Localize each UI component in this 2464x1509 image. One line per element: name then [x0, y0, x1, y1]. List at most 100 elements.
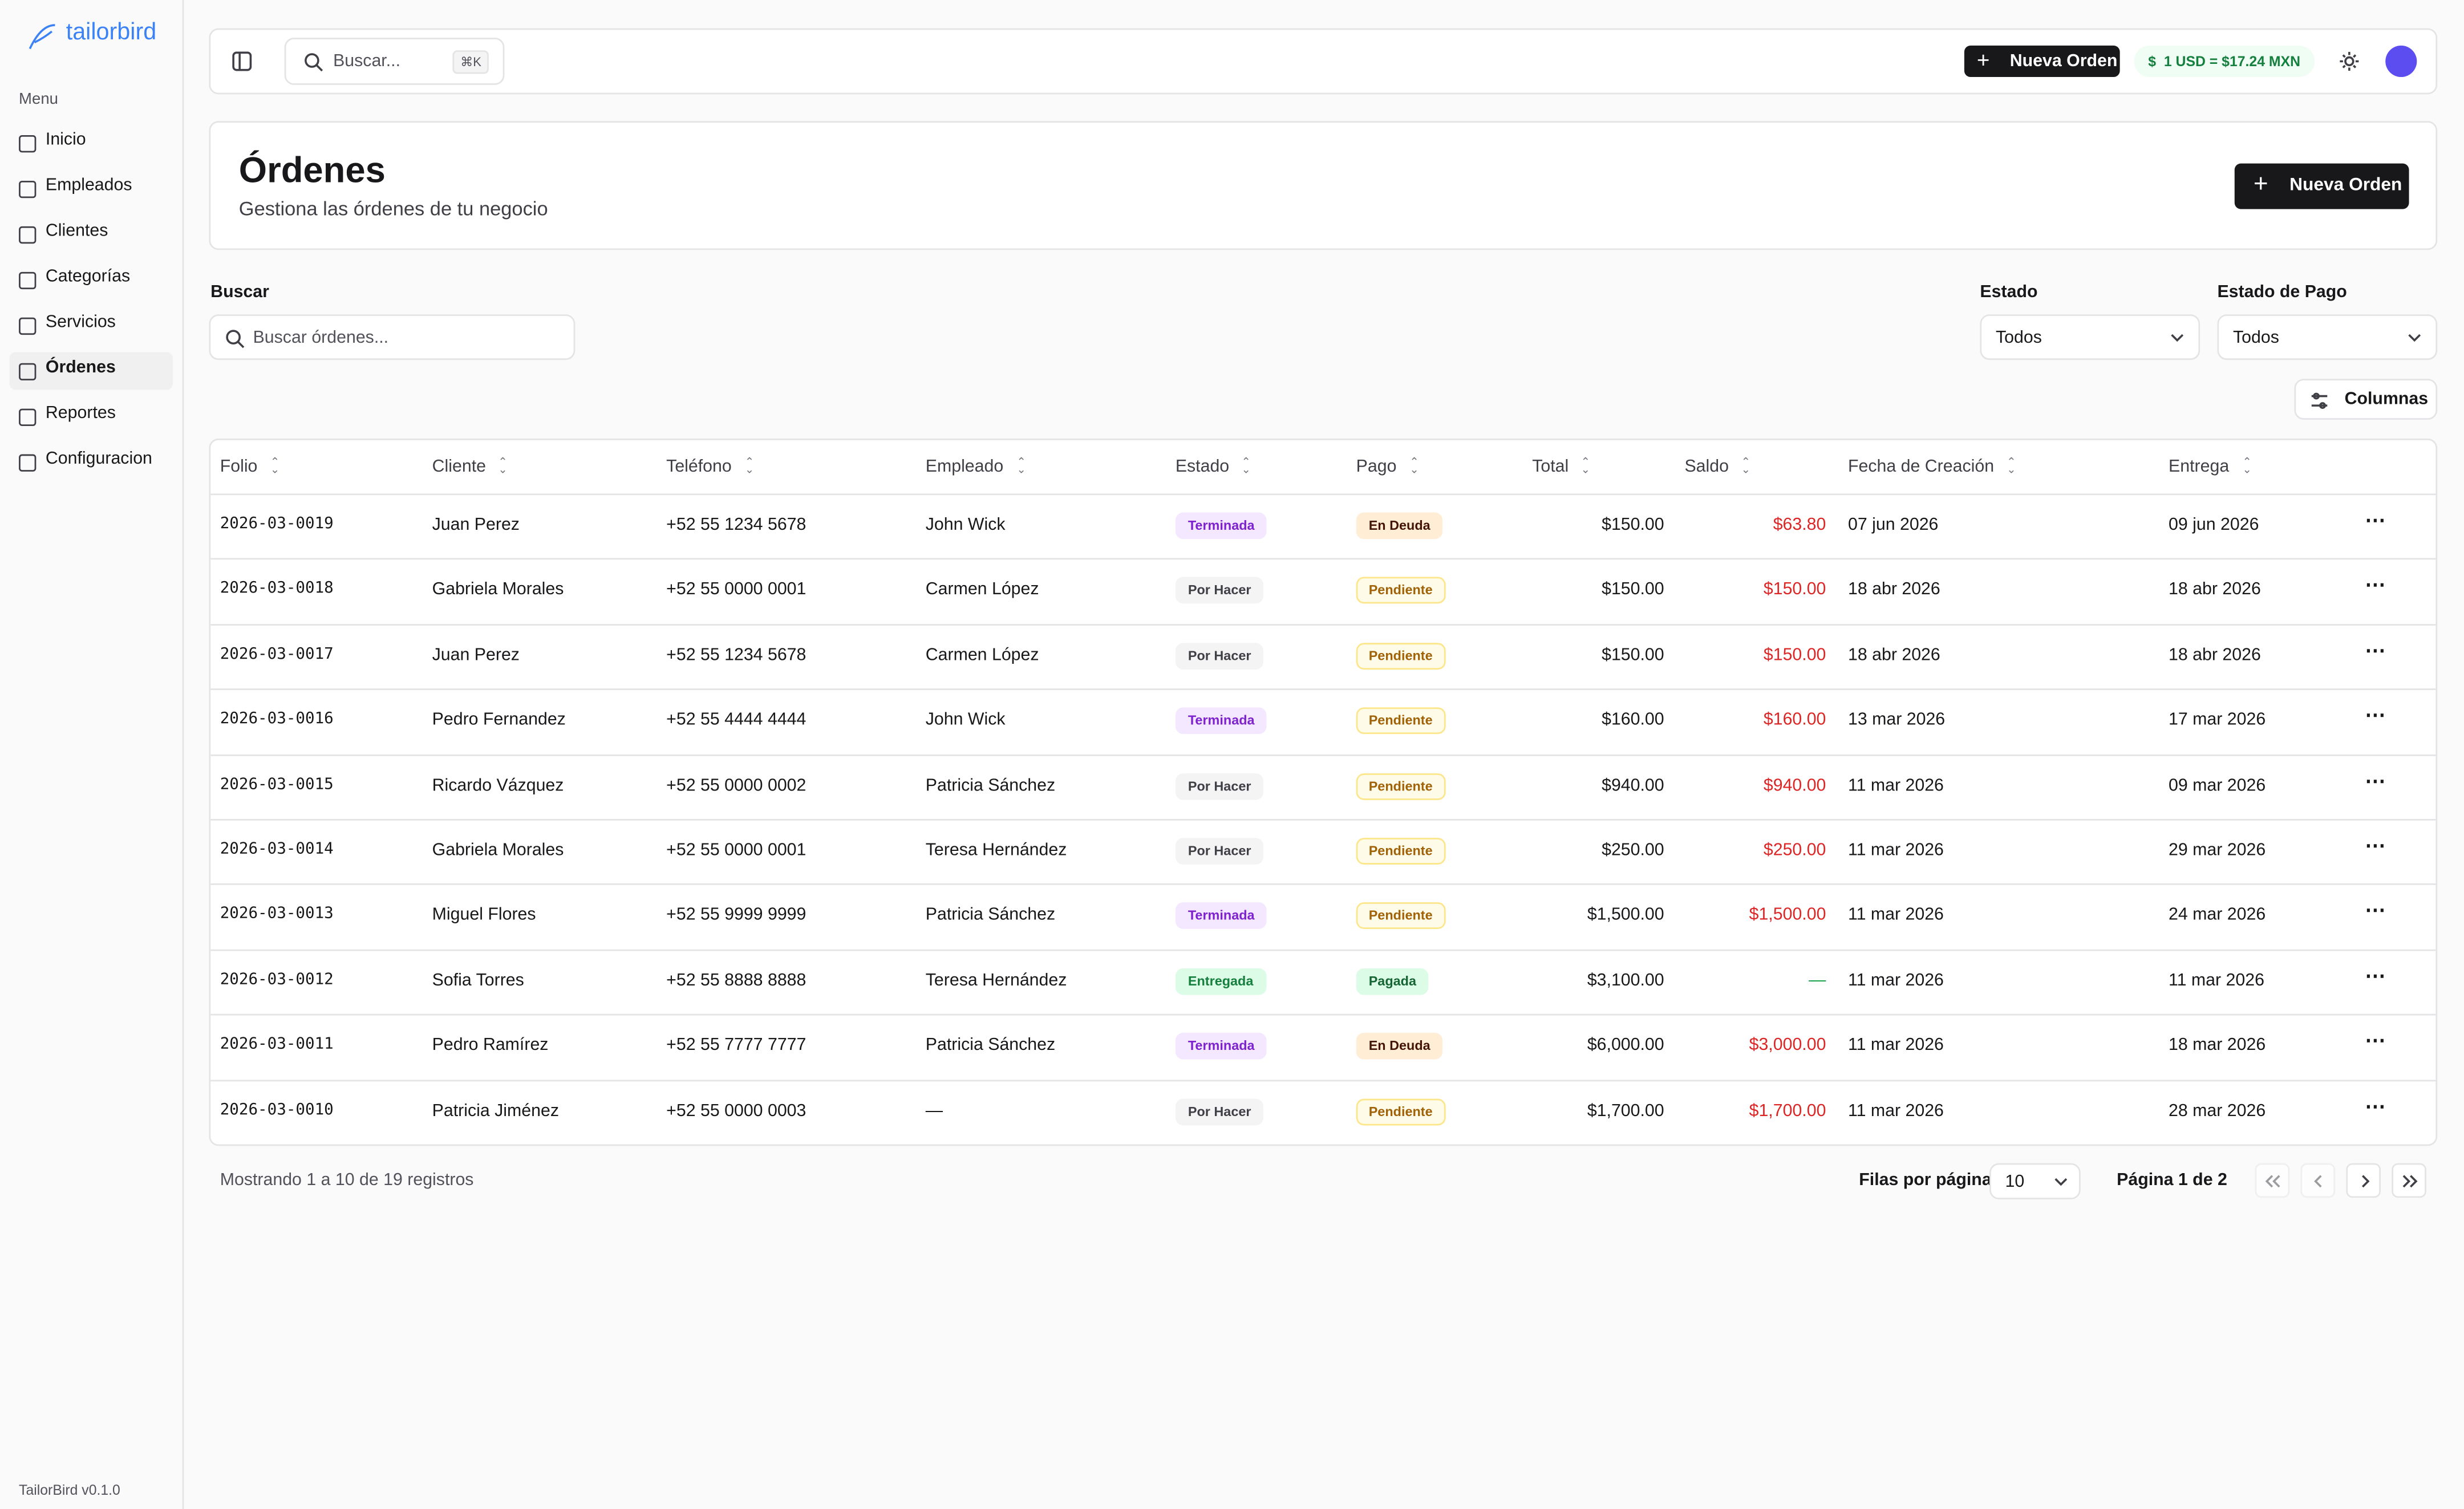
cell: 11 mar 2026	[1847, 906, 1944, 925]
sidebar-toggle[interactable]	[231, 50, 253, 72]
cell: 29 mar 2026	[2169, 841, 2266, 860]
menu-text: Inicio	[45, 130, 86, 149]
menu-item[interactable]: Inicio	[10, 124, 173, 162]
prev-page[interactable]	[2300, 1163, 2336, 1198]
menu-item[interactable]: Reportes	[10, 397, 173, 435]
menu-item[interactable]: Servicios	[10, 306, 173, 344]
cell: Carmen López	[925, 646, 1039, 665]
row-actions[interactable]: ⋯	[2365, 833, 2386, 857]
select-value: Todos	[1995, 328, 2042, 348]
column-header[interactable]: Fecha de Creación	[1847, 457, 1995, 477]
pago-select[interactable]: Todos	[2217, 314, 2438, 360]
menu-item[interactable]: Configuracion	[10, 443, 173, 481]
column-header[interactable]: Estado	[1175, 457, 1230, 477]
search-placeholder: Buscar órdenes...	[253, 328, 389, 348]
row-actions[interactable]: ⋯	[2365, 1093, 2386, 1117]
column-header[interactable]: Total	[1532, 457, 1569, 477]
rows-per-page-select[interactable]: 10	[1989, 1163, 2081, 1200]
column-header[interactable]: Folio	[220, 457, 258, 477]
sort-icon: ⌃ ⌄	[1241, 457, 1251, 477]
search-icon	[226, 330, 245, 348]
column-header[interactable]: Entrega	[2169, 457, 2230, 477]
estado-badge: Por Hacer	[1175, 1098, 1264, 1125]
estado-badge: Por Hacer	[1175, 838, 1264, 865]
exchange-rate: $ 1 USD = $17.24 MXN	[2134, 45, 2315, 78]
cell: Patricia Jiménez	[432, 1101, 559, 1121]
cell: 2026-03-0011	[220, 1036, 334, 1054]
saldo: $250.00	[1763, 841, 1826, 860]
pago-badge: Pendiente	[1356, 1098, 1445, 1125]
cell: +52 55 8888 8888	[666, 971, 807, 990]
column-header[interactable]: Empleado	[925, 457, 1004, 477]
column-header[interactable]: Saldo	[1684, 457, 1729, 477]
next-page[interactable]	[2346, 1163, 2381, 1198]
sidebar: tailorbird Menu Inicio Empleados Clientes C…	[0, 0, 184, 1509]
pago-badge: Pendiente	[1356, 642, 1445, 670]
total: $1,500.00	[1587, 906, 1664, 925]
chevron	[2171, 334, 2184, 342]
column-header[interactable]: Teléfono	[666, 457, 732, 477]
estado-select[interactable]: Todos	[1980, 314, 2200, 360]
first-page[interactable]	[2255, 1163, 2290, 1198]
total: $6,000.00	[1587, 1036, 1664, 1055]
cell: Miguel Flores	[432, 906, 536, 925]
cell: 2026-03-0010	[220, 1101, 334, 1119]
columns-button[interactable]: Columnas	[2294, 379, 2438, 420]
new-order-button[interactable]: Nueva Orden	[2234, 163, 2409, 209]
row-actions[interactable]: ⋯	[2365, 638, 2386, 662]
cell: +52 55 4444 4444	[666, 711, 807, 730]
menu-icon	[19, 135, 37, 153]
cell: 18 abr 2026	[1847, 646, 1940, 665]
brand: tailorbird	[66, 19, 157, 46]
estado-badge: Terminada	[1175, 707, 1267, 735]
row-actions[interactable]: ⋯	[2365, 703, 2386, 727]
cell: Juan Perez	[432, 646, 520, 665]
cell: 2026-03-0015	[220, 776, 334, 793]
menu-item[interactable]: Órdenes	[9, 352, 173, 390]
order-search[interactable]: Buscar órdenes...	[209, 314, 576, 360]
icon	[2362, 1175, 2370, 1188]
menu-item[interactable]: Clientes	[10, 216, 173, 253]
avatar[interactable]	[2385, 45, 2417, 78]
last-page[interactable]	[2392, 1163, 2426, 1198]
menu-item[interactable]: Empleados	[10, 170, 173, 208]
sort-icon: ⌃ ⌄	[1580, 457, 1590, 477]
row-divider	[210, 688, 2436, 691]
showing: Mostrando 1 a 10 de 19 registros	[220, 1171, 474, 1190]
column-header[interactable]: Pago	[1356, 457, 1397, 477]
shortcut: ⌘K	[452, 50, 489, 74]
row-divider	[210, 949, 2436, 951]
menu-icon	[19, 363, 37, 381]
estado-badge: Por Hacer	[1175, 642, 1264, 670]
estado-badge: Terminada	[1175, 1033, 1267, 1060]
pago-badge: En Deuda	[1356, 1033, 1443, 1060]
row-actions[interactable]: ⋯	[2365, 898, 2386, 922]
search-box[interactable]: Buscar... ⌘K	[284, 38, 505, 85]
row-actions[interactable]: ⋯	[2365, 768, 2386, 792]
row-actions[interactable]: ⋯	[2365, 963, 2386, 987]
row-divider	[210, 753, 2436, 756]
pago-badge: Pendiente	[1356, 577, 1445, 605]
cell: —	[925, 1101, 943, 1121]
total: $250.00	[1602, 841, 1664, 860]
column-header[interactable]: Cliente	[432, 457, 487, 477]
cell: John Wick	[925, 711, 1006, 730]
icon	[2314, 1175, 2322, 1188]
menu-icon	[19, 271, 37, 290]
new-order-button[interactable]: Nueva Orden	[1964, 45, 2120, 78]
total: $150.00	[1602, 516, 1664, 535]
cell: 11 mar 2026	[1847, 971, 1944, 990]
menu-item[interactable]: Categorías	[10, 261, 173, 299]
row-actions[interactable]: ⋯	[2365, 1028, 2386, 1052]
menu-text: Servicios	[45, 313, 116, 332]
row-actions[interactable]: ⋯	[2365, 508, 2386, 532]
cell: 11 mar 2026	[1847, 1101, 1944, 1121]
row-divider	[210, 819, 2436, 821]
row-actions[interactable]: ⋯	[2365, 573, 2386, 597]
cell: Sofia Torres	[432, 971, 524, 990]
theme-toggle[interactable]	[2339, 50, 2361, 72]
menu-icon	[19, 408, 37, 426]
menu-text: Categorías	[45, 267, 131, 286]
sort-icon: ⌃ ⌄	[744, 457, 755, 477]
